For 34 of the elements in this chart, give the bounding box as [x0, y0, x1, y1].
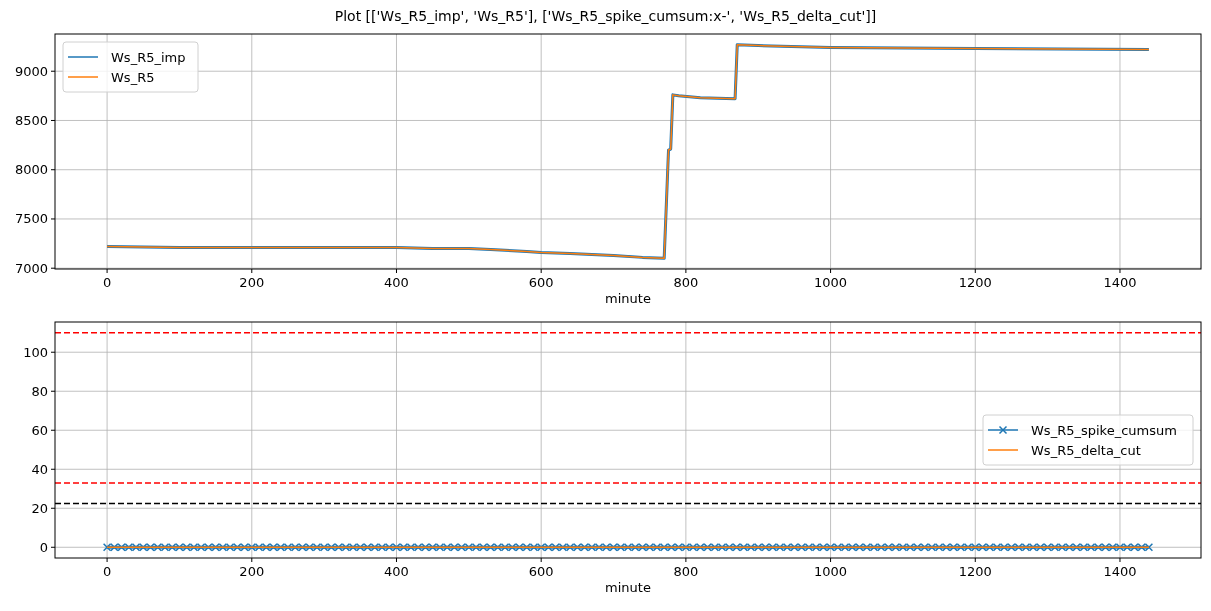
x-tick-label: 800: [673, 564, 699, 579]
x-tick-label: 0: [102, 564, 112, 579]
y-tick-label: 20: [31, 500, 48, 516]
legend-label: Ws_R5_imp: [111, 49, 186, 65]
legend-label: Ws_R5_spike_cumsum: [1031, 422, 1177, 438]
x-tick-label: 200: [239, 275, 265, 290]
x-tick-label: 600: [528, 275, 554, 290]
x-tick-label: 0: [102, 275, 112, 290]
legend-label: Ws_R5: [111, 69, 155, 85]
y-tick-label: 9000: [14, 63, 48, 79]
x-tick-label: 1200: [958, 564, 992, 579]
x-tick-label: 1000: [814, 564, 848, 579]
chart-title: Plot [['Ws_R5_imp', 'Ws_R5'], ['Ws_R5_spike_cumsum:x-', 'Ws_R5_delta_cut']]: [334, 8, 877, 24]
x-tick-label: 800: [673, 275, 699, 290]
y-tick-label: 100: [23, 344, 48, 360]
x-tick-label: 1400: [1103, 564, 1137, 579]
x-tick-label: 400: [384, 275, 409, 290]
x-tick-label: 200: [239, 564, 265, 579]
x-tick-label: 1400: [1103, 275, 1137, 290]
y-tick-label: 80: [31, 383, 48, 399]
x-tick-label: 1200: [958, 275, 992, 290]
x-tick-label: 1000: [814, 275, 848, 290]
legend-label: Ws_R5_delta_cut: [1031, 442, 1141, 458]
y-tick-label: 60: [31, 422, 48, 438]
x-axis-title: minute: [605, 291, 651, 306]
y-tick-label: 40: [31, 461, 48, 477]
x-tick-label: 400: [384, 564, 409, 579]
y-tick-label: 0: [39, 539, 48, 555]
y-tick-label: 7500: [14, 211, 48, 227]
x-axis-title: minute: [605, 580, 651, 595]
x-tick-label: 600: [528, 564, 554, 579]
y-tick-label: 8500: [14, 112, 48, 128]
y-tick-label: 7000: [14, 260, 48, 276]
y-tick-label: 8000: [14, 162, 48, 178]
